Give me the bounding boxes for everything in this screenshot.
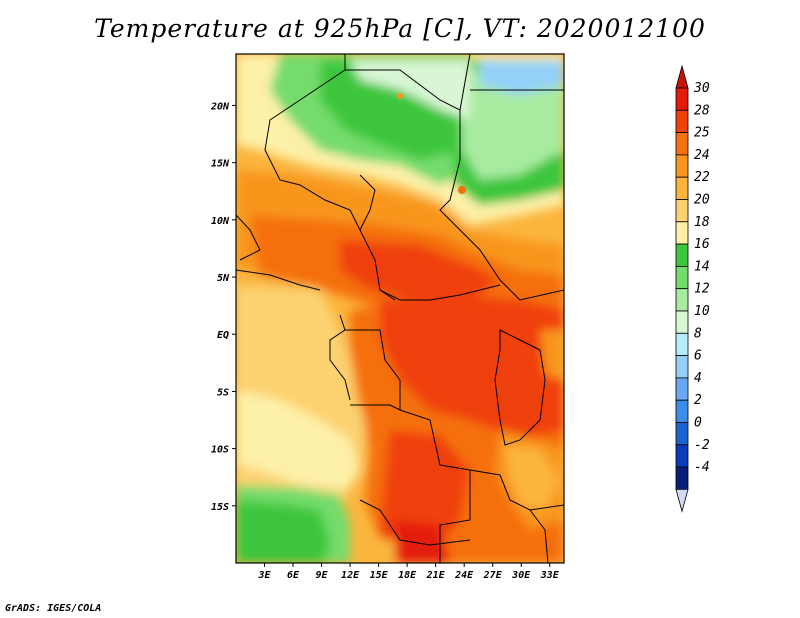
colorbar-label: -4 [694, 460, 710, 475]
colorbar-label: 2 [694, 393, 702, 408]
latitude-axis: 20N 15N 10N 5N EQ 5S 10S 15S [210, 101, 236, 513]
colorbar-swatch [675, 377, 689, 401]
colorbar-bottom-arrow [675, 488, 689, 513]
lon-tick-label: 30E [511, 570, 531, 581]
colorbar-label: 18 [694, 215, 710, 230]
lon-tick-label: 33E [540, 570, 560, 581]
colorbar-label: 30 [693, 81, 710, 96]
colorbar-swatch [675, 399, 689, 423]
colorbar-label: 20 [694, 193, 710, 208]
colorbar-swatch [675, 466, 689, 490]
colorbar-swatch [675, 109, 689, 134]
colorbar-label: 6 [694, 349, 702, 364]
colorbar-label: -2 [694, 438, 710, 453]
lon-tick-label: 18E [398, 570, 417, 581]
colorbar-swatch [675, 288, 689, 312]
map-frame [235, 53, 565, 564]
temperature-field [236, 54, 564, 563]
lon-tick-label: 27E [483, 570, 503, 581]
map-title: Temperature at 925hPa [C], VT: 202001210… [94, 14, 706, 43]
colorbar-swatch [675, 355, 689, 379]
colorbar-swatch [675, 154, 689, 178]
lon-tick-label: 6E [287, 570, 300, 581]
lon-tick-label: 21E [426, 570, 446, 581]
colorbar-label: 0 [694, 416, 702, 431]
colorbar-label: 25 [694, 126, 710, 141]
colorbar-swatch [675, 310, 689, 334]
colorbar-swatch [675, 332, 689, 356]
grads-credit: GrADS: IGES/COLA [5, 603, 102, 614]
colorbar-swatch [675, 199, 689, 223]
lat-tick-label: 10N [211, 216, 230, 227]
colorbar-swatch [675, 243, 689, 267]
colorbar-label: 8 [694, 326, 702, 341]
colorbar-top-arrow [675, 64, 689, 89]
lat-tick-label: 5S [217, 387, 229, 398]
lon-tick-label: 9E [316, 570, 329, 581]
lat-tick-label: 20N [210, 101, 230, 112]
lon-tick-label: 3E [257, 570, 271, 581]
lat-tick-label: EQ [217, 330, 229, 341]
colorbar-label: 14 [694, 259, 710, 274]
colorbar-label: 24 [694, 148, 710, 163]
longitude-axis: 3E 6E 9E 12E 15E 18E 21E 24E 27E 30E 33E [257, 563, 560, 581]
colorbar-swatch [675, 422, 689, 446]
colorbar-swatch [675, 132, 689, 156]
colorbar-label: 22 [694, 170, 710, 185]
colorbar-label: 28 [694, 103, 710, 118]
colorbar-swatch [675, 265, 689, 290]
lat-tick-label: 10S [211, 445, 229, 456]
lat-tick-label: 15N [211, 159, 230, 170]
colorbar-swatch [675, 444, 689, 468]
colorbar-label: 12 [694, 282, 710, 297]
colorbar-swatch [675, 176, 689, 200]
lon-tick-label: 24E [454, 570, 474, 581]
lat-tick-label: 15S [211, 502, 229, 513]
lon-tick-label: 15E [370, 570, 389, 581]
colorbar-swatch [675, 87, 689, 111]
lat-tick-label: 5N [217, 273, 230, 284]
colorbar-label: 16 [694, 237, 710, 252]
colorbar-swatch [675, 221, 689, 245]
colorbar-label: 10 [694, 304, 710, 319]
lon-tick-label: 12E [341, 570, 360, 581]
colorbar-label: 4 [694, 371, 702, 386]
